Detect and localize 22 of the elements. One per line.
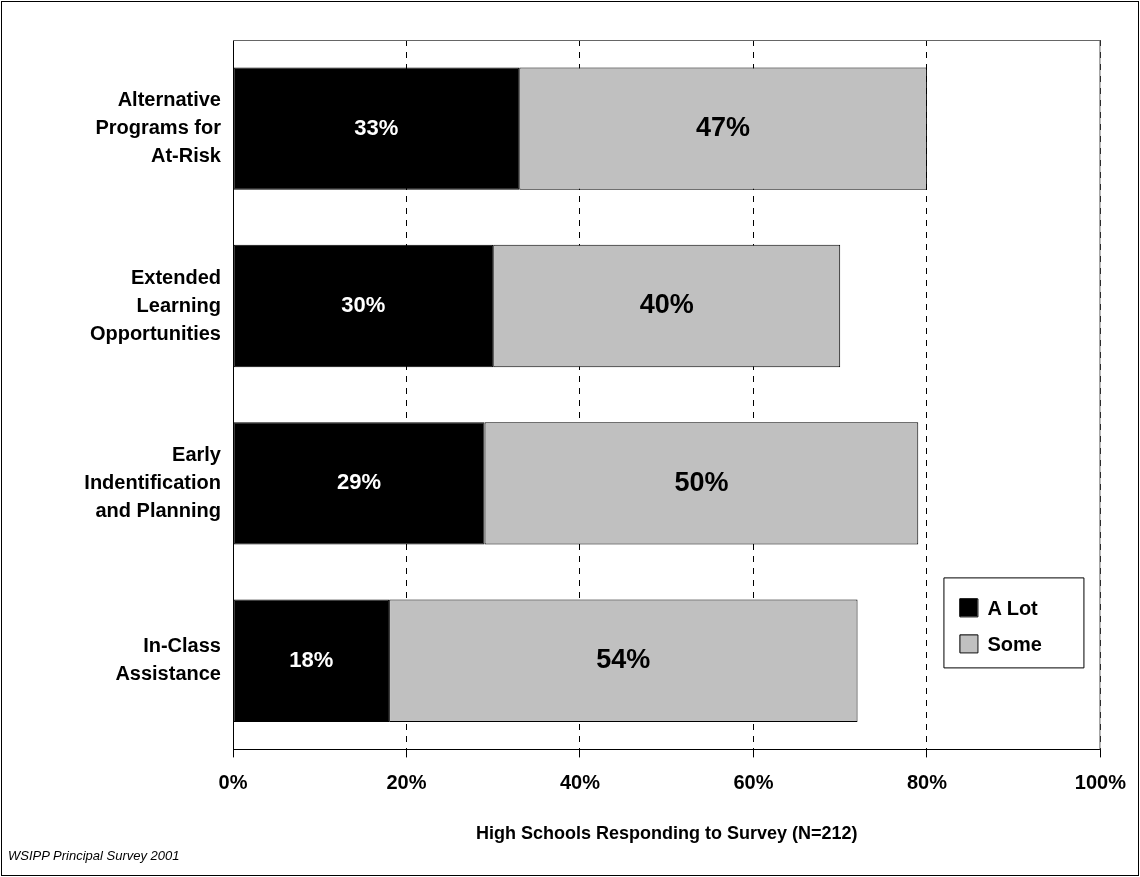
y-tick-label: Early Indentification and Planning (84, 442, 222, 521)
data-label: 47% (696, 112, 751, 143)
x-tick-label: 20% (386, 770, 427, 793)
x-tick-label: 0% (218, 770, 248, 793)
data-label: 18% (289, 646, 334, 672)
data-label: 30% (341, 292, 386, 318)
data-label: 40% (639, 289, 694, 320)
data-label: 33% (354, 114, 399, 140)
x-tick-label: 60% (733, 770, 774, 793)
x-axis-title: High Schools Responding to Survey (N=212) (475, 823, 858, 844)
legend-label: A Lot (987, 596, 1039, 619)
data-label: 29% (337, 469, 382, 495)
x-tick-label: 80% (906, 770, 948, 793)
data-label: 50% (674, 466, 729, 497)
y-tick-label: Alternative Programs for At-Risk (95, 88, 222, 167)
x-tick-label: 100% (1074, 770, 1127, 793)
legend-label: Some (987, 632, 1042, 655)
y-tick-label: Extended Learning Opportunities (89, 265, 221, 344)
data-label: 54% (596, 644, 651, 675)
y-tick-label: In-Class Assistance (115, 634, 221, 685)
text: WSIPP Principal Survey 2001 (8, 848, 180, 863)
x-tick-label: 40% (559, 770, 601, 793)
